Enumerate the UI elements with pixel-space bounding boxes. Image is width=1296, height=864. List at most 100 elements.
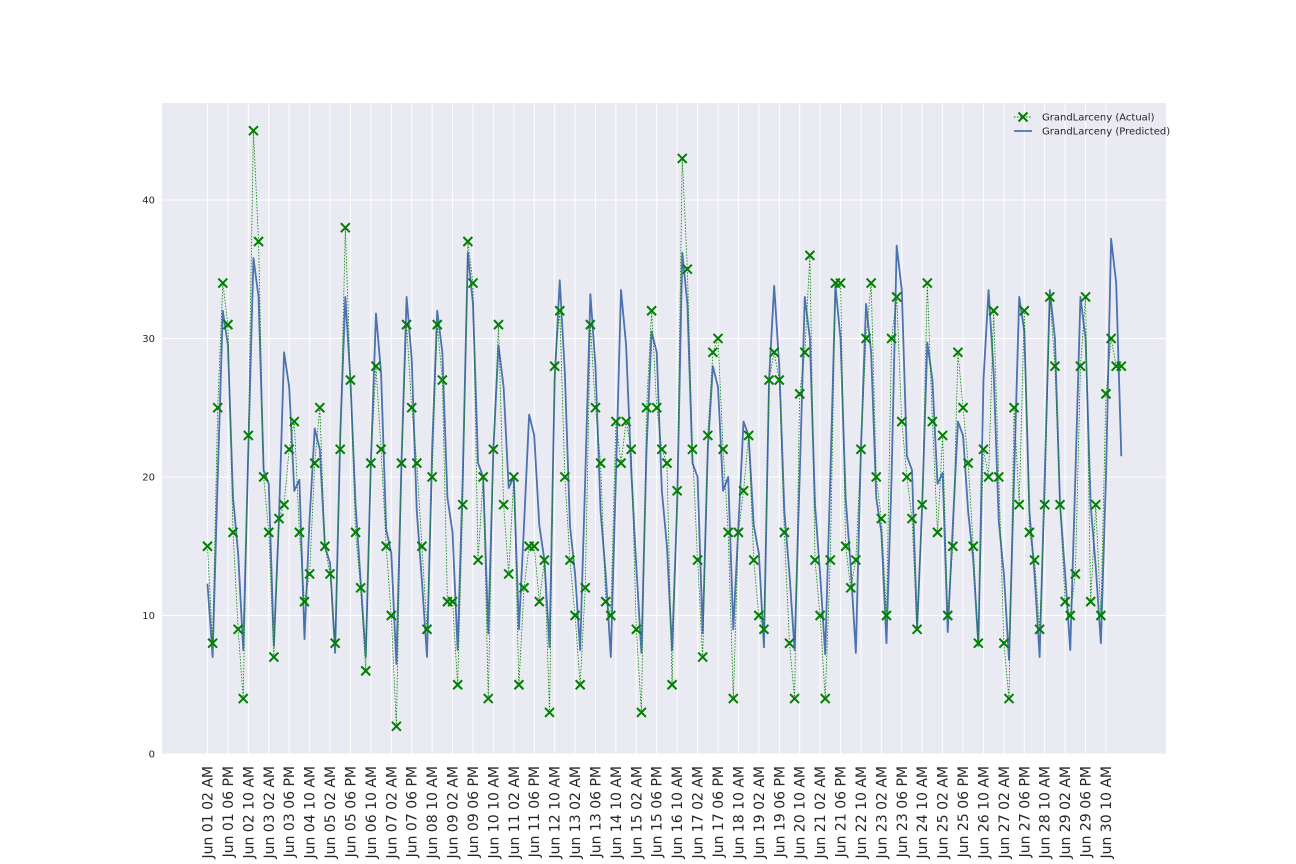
actual-point [452, 679, 463, 690]
actual-point [636, 707, 647, 718]
actual-point [294, 527, 305, 538]
actual-point [488, 444, 499, 455]
actual-point [467, 277, 479, 289]
actual-point [585, 319, 596, 330]
actual-point [217, 277, 229, 289]
actual-point [641, 402, 652, 413]
actual-point [860, 333, 872, 344]
actual-point [1049, 360, 1061, 372]
actual-point [697, 651, 708, 663]
actual-point [309, 457, 320, 469]
actual-point [702, 430, 713, 441]
actual-point [426, 471, 438, 483]
x-tick-label: Jun 23 06 PM [895, 766, 911, 858]
actual-point [283, 444, 295, 455]
actual-point [360, 665, 371, 677]
actual-point [243, 430, 254, 441]
actual-point [544, 707, 555, 718]
actual-point [1059, 596, 1071, 607]
actual-point [273, 513, 285, 524]
legend: GrandLarceny (Actual) GrandLarceny (Pred… [1014, 111, 1170, 138]
x-tick-label: Jun 20 10 AM [793, 766, 809, 860]
actual-point [733, 527, 744, 538]
actual-point [1090, 499, 1101, 510]
x-tick-label: Jun 14 10 AM [609, 766, 625, 860]
actual-point [600, 596, 611, 607]
actual-point [799, 347, 810, 358]
actual-point [1105, 333, 1117, 344]
actual-point [493, 319, 504, 330]
actual-point [503, 568, 514, 580]
x-tick-label: Jun 13 02 AM [568, 766, 584, 860]
actual-point [671, 485, 683, 497]
actual-point [927, 416, 938, 427]
actual-point [922, 277, 933, 289]
actual-point [421, 624, 433, 635]
actual-point [845, 582, 856, 593]
actual-point [631, 624, 642, 635]
actual-point [891, 291, 902, 303]
actual-point [651, 402, 662, 413]
actual-point [253, 236, 264, 247]
actual-point [299, 596, 310, 607]
x-tick-label: Jun 11 02 AM [507, 766, 523, 860]
x-tick-label: Jun 07 06 PM [405, 766, 421, 858]
x-tick-label: Jun 29 02 AM [1058, 766, 1074, 860]
x-tick-label: Jun 09 02 AM [446, 766, 462, 860]
x-tick-label: Jun 07 02 AM [384, 766, 400, 860]
actual-point [942, 610, 953, 621]
actual-point [411, 457, 423, 469]
actual-point [687, 444, 698, 455]
actual-point [677, 153, 688, 164]
actual-point [952, 347, 964, 358]
actual-point [707, 347, 719, 358]
actual-point [779, 527, 790, 538]
actual-point [610, 416, 622, 427]
legend-x-marker [1017, 111, 1029, 123]
actual-point [324, 568, 336, 580]
x-tick-label: Jun 04 10 AM [303, 766, 319, 860]
actual-point [1039, 499, 1050, 510]
plot-background [162, 103, 1166, 754]
actual-point [595, 457, 606, 469]
actual-point [886, 333, 897, 344]
x-tick-label: Jun 10 10 AM [486, 766, 502, 860]
actual-point [1054, 499, 1066, 510]
actual-point [232, 624, 244, 635]
actual-point [646, 305, 657, 316]
actual-point [723, 527, 734, 538]
actual-point [1075, 360, 1086, 372]
actual-point [248, 125, 259, 136]
actual-point [355, 582, 366, 593]
x-tick-label: Jun 01 06 PM [221, 766, 237, 858]
actual-point [835, 277, 846, 289]
x-tick-label: Jun 24 10 AM [915, 766, 931, 860]
actual-point [758, 624, 770, 635]
actual-point [1100, 388, 1112, 400]
actual-point [345, 374, 356, 386]
actual-point [508, 471, 520, 483]
actual-point [876, 513, 887, 524]
actual-point [498, 499, 509, 510]
x-tick-label: Jun 19 06 PM [772, 766, 788, 858]
actual-point [988, 305, 999, 316]
actual-point [840, 541, 851, 552]
actual-point [590, 402, 601, 413]
y-tick-label: 30 [142, 334, 155, 345]
actual-point [401, 319, 412, 330]
x-tick-label: Jun 16 10 AM [670, 766, 686, 860]
x-tick-label: Jun 15 02 AM [629, 766, 645, 860]
x-tick-label: Jun 25 02 AM [936, 766, 952, 860]
legend-actual-marker [1017, 111, 1029, 123]
actual-point [947, 541, 959, 552]
actual-point [743, 430, 754, 441]
actual-point [319, 541, 331, 552]
actual-point [335, 444, 346, 455]
actual-point [692, 554, 703, 566]
actual-point [855, 444, 867, 455]
actual-point [962, 457, 974, 469]
actual-point [406, 402, 417, 413]
actual-point [784, 637, 795, 649]
actual-point [809, 554, 821, 566]
